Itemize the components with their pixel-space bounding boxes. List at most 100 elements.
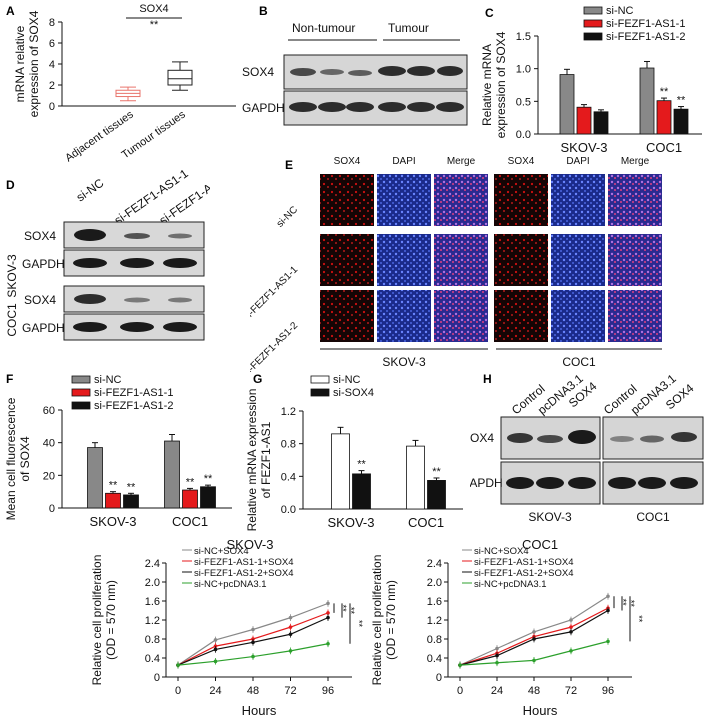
x-axis-label: Hours (523, 703, 558, 717)
blot-band (289, 102, 317, 112)
panel-letter-f: F (6, 372, 14, 386)
blot-band (74, 294, 106, 304)
blot-band (670, 477, 698, 489)
legend-label: si-FEZF1-AS1-2+SOX4 (474, 568, 574, 579)
microscopy-image (377, 234, 431, 286)
y-tick-label: 2.4 (427, 558, 442, 570)
significance-stars: ** (660, 86, 669, 98)
group-label-nontumour: Non-tumour (292, 21, 355, 35)
legend-label: si-FEZF1-AS1-1+SOX4 (194, 557, 294, 568)
blot-row-label: SOX4 (24, 293, 56, 307)
legend-swatch (310, 388, 330, 397)
panel-b-blot: Non-tumour Tumour SOX4 GAPDH (242, 21, 468, 126)
blot-band (124, 297, 150, 303)
y-tick-label: 0 (154, 672, 160, 684)
y-axis-label-line: of FEZF1-AS1 (259, 421, 273, 498)
cell-line-label: SKOV-3 (382, 355, 426, 369)
microscopy-image (434, 234, 488, 286)
group-label-tumour: Tumour (388, 21, 429, 35)
blot-band (536, 477, 564, 489)
data-point (213, 647, 218, 652)
legend-swatch (71, 375, 91, 384)
y-tick-label: 0.4 (427, 653, 442, 665)
significance-stars: ** (432, 466, 441, 478)
data-point (532, 637, 536, 641)
legend-label: si-NC (94, 374, 122, 386)
legend-swatch (71, 401, 91, 410)
blot-band (320, 69, 344, 75)
legend-label: si-NC (333, 374, 361, 386)
microscopy-image (551, 234, 605, 286)
x-tick-label: 72 (284, 685, 296, 697)
panel-letter-h: H (483, 372, 492, 386)
microscopy-image (377, 174, 431, 226)
chart-title: COC1 (522, 537, 558, 552)
y-tick-label: 2 (49, 80, 55, 92)
blot-band (640, 435, 664, 443)
x-category-label: COC1 (646, 140, 682, 155)
legend-swatch (310, 375, 330, 384)
legend-label: si-NC (606, 5, 634, 17)
y-tick-label: 20 (43, 470, 55, 482)
significance-stars: ** (109, 480, 118, 492)
y-tick-label: 0.4 (145, 653, 160, 665)
microscopy-image (494, 234, 548, 286)
y-tick-label: 60 (43, 405, 55, 417)
microscopy-image (434, 174, 488, 226)
data-point (288, 632, 293, 637)
y-axis-label: Relative cell proliferation(OD = 570 nm) (370, 555, 398, 686)
blot-row-label: GAPDH (470, 476, 503, 490)
x-category-label: SKOV-3 (90, 514, 137, 529)
bar (123, 494, 139, 509)
x-category-label: COC1 (172, 514, 208, 529)
data-point (326, 641, 330, 646)
significance-stars: ** (346, 607, 356, 615)
legend-label: si-FEZF1-AS1-2 (606, 31, 685, 43)
x-tick-label: 24 (491, 685, 503, 697)
y-axis-label-line: Relative mRNA expression (245, 389, 259, 532)
blot-band (168, 297, 192, 303)
significance-stars: ** (677, 95, 686, 107)
panel-letter-d: D (6, 178, 15, 192)
bar (352, 473, 371, 510)
data-point (606, 639, 610, 644)
significance-stars: ** (618, 599, 628, 607)
y-axis-label: Relative mRNA expressionof FEZF1-AS1 (245, 389, 273, 532)
y-tick-label: 4 (49, 59, 55, 71)
y-tick-label: 6 (49, 38, 55, 50)
blot-band (73, 258, 107, 268)
y-axis-label-line: (OD = 570 nm) (384, 580, 398, 660)
y-tick-label: 40 (43, 438, 55, 450)
data-point (532, 658, 536, 663)
data-point (606, 608, 610, 613)
blot-band (608, 477, 636, 489)
panel-letter-e: E (285, 158, 294, 172)
legend-label: si-FEZF1-AS1-1+SOX4 (474, 557, 574, 568)
y-tick-label: 0 (49, 101, 55, 113)
microscopy-image (608, 290, 662, 342)
data-point (458, 663, 462, 667)
significance-stars: ** (357, 459, 366, 471)
blot-row-gapdh: GAPDH (242, 101, 285, 115)
y-axis-label-line: Mean cell fluorescence (4, 397, 18, 520)
panel-letter-c: C (485, 6, 494, 20)
data-point (288, 625, 293, 629)
y-tick-label: 0.8 (145, 634, 160, 646)
cell-line-label: COC1 (5, 303, 19, 337)
data-point (288, 649, 293, 653)
blot-band (290, 68, 316, 76)
data-point (606, 594, 610, 599)
box-body (167, 69, 193, 86)
legend-label: si-SOX4 (333, 387, 374, 399)
y-tick-label: 1.0 (516, 64, 531, 76)
bar (406, 445, 425, 510)
data-point (213, 638, 218, 642)
y-axis-label-line: Relative mRNA (480, 44, 494, 126)
legend-swatch (71, 388, 91, 397)
y-axis-label-line: Relative cell proliferation (90, 555, 104, 686)
bar (164, 440, 180, 509)
significance-stars: ** (634, 615, 644, 623)
microscopy-image (320, 174, 374, 226)
significance-stars: ** (626, 600, 636, 608)
x-tick-label: 72 (565, 685, 577, 697)
